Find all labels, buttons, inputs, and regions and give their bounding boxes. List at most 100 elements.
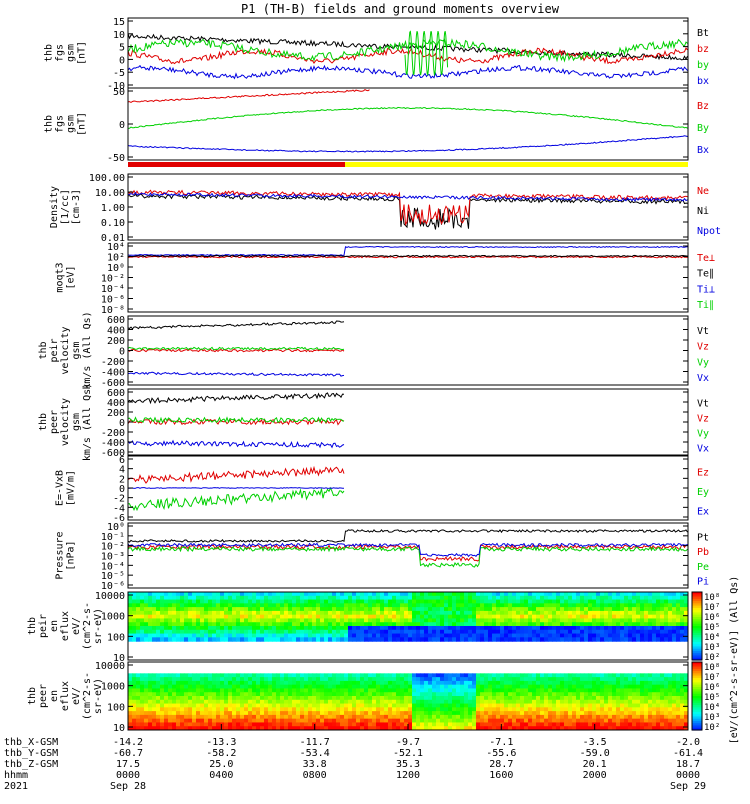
peer-spectrogram-cell — [340, 673, 345, 678]
peir-spectrogram-cell — [504, 629, 509, 635]
peir-spectrogram-cell — [620, 607, 625, 612]
peer-spectrogram-cell — [548, 707, 553, 712]
peir-spectrogram-cell — [616, 614, 621, 620]
peer-spectrogram-cell — [500, 684, 505, 690]
peir-spectrogram-cell — [360, 603, 365, 608]
peer-spectrogram-cell — [340, 703, 345, 708]
peer-spectrogram-cell — [364, 718, 369, 724]
efield-tick-label: -6 — [113, 513, 125, 524]
peir-spectrogram-cell — [228, 637, 233, 642]
peer-spectrogram-cell — [436, 714, 441, 720]
peir-spectrogram-cell — [664, 599, 669, 604]
peir-spectrogram-cell — [328, 592, 333, 597]
peer-spectrogram-cell — [532, 726, 537, 730]
peer-spectrogram-cell — [244, 699, 249, 705]
peer-spectrogram-cell — [504, 703, 509, 708]
peer-spectrogram-cell — [528, 688, 533, 693]
peir-spectrogram-cell — [400, 622, 405, 627]
colorbar-tick-label: 10⁵ — [704, 693, 720, 703]
peir-spectrogram-cell — [276, 599, 281, 604]
peir-spectrogram-cell — [364, 614, 369, 620]
peir-spectrogram-cell — [324, 622, 329, 627]
peer-spectrogram-cell — [172, 711, 177, 716]
peer-spectrogram-cell — [472, 677, 477, 682]
peer-spectrogram-cell — [304, 714, 309, 720]
peir-spectrogram-cell — [496, 592, 501, 597]
peir-spectrogram-cell — [148, 614, 153, 620]
peer-spectrogram-cell — [408, 696, 413, 701]
peir-spectrogram-cell — [652, 637, 657, 642]
peer-spectrogram-cell — [392, 714, 397, 720]
peer-spectrogram-cell — [252, 699, 257, 705]
peer-spectrogram-cell — [136, 692, 141, 697]
peer-spectrogram-cell — [536, 696, 541, 701]
peir-spectrogram-cell — [364, 607, 369, 612]
peer-spectrogram-cell — [420, 688, 425, 693]
peer-spectrogram-cell — [132, 692, 137, 697]
peer-spectrogram-cell — [132, 718, 137, 724]
peir-spectrogram-cell — [388, 622, 393, 627]
peer-spectrogram-cell — [168, 680, 173, 686]
peir-spectrogram-cell — [216, 626, 221, 631]
peir-spectrogram-cell — [188, 637, 193, 642]
peer-spectrogram-cell — [636, 680, 641, 686]
peer-spectrogram-cell — [176, 707, 181, 712]
peer-spectrogram-cell — [524, 703, 529, 708]
peir-spectrogram-cell — [616, 629, 621, 635]
peir-spectrogram-cell — [368, 618, 373, 623]
peir-spectrogram-cell — [408, 633, 413, 638]
peer-spectrogram-cell — [672, 703, 677, 708]
peir-spectrogram-cell — [276, 629, 281, 635]
peer-spectrogram-cell — [548, 703, 553, 708]
peer-spectrogram-cell — [480, 707, 485, 712]
peer-spectrogram-cell — [400, 677, 405, 682]
peer-spectrogram-cell — [444, 677, 449, 682]
peer-spectrogram-cell — [340, 711, 345, 716]
peir-spectrogram-cell — [452, 595, 457, 601]
peer-spectrogram-cell — [364, 699, 369, 705]
peer-spectrogram-cell — [516, 692, 521, 697]
peer-spectrogram-cell — [216, 696, 221, 701]
peer-spectrogram-cell — [236, 711, 241, 716]
peer-spectrogram-cell — [232, 711, 237, 716]
peir-spectrogram-cell — [248, 614, 253, 620]
peir-spectrogram-cell — [136, 610, 141, 616]
peer-spectrogram-cell — [656, 677, 661, 682]
peir-spectrogram-cell — [156, 633, 161, 638]
peir-spectrogram-cell — [500, 618, 505, 623]
peir-spectrogram-cell — [312, 592, 317, 597]
peir-spectrogram-cell — [372, 599, 377, 604]
peer-spectrogram-cell — [552, 722, 557, 727]
peer-spectrogram-cell — [520, 714, 525, 720]
peir-spectrogram-cell — [356, 633, 361, 638]
fgs-smooth-legend-Bz: Bz — [697, 101, 709, 112]
peer-spectrogram-cell — [268, 692, 273, 697]
peir-spectrogram-cell — [668, 607, 673, 612]
peer-spectrogram-cell — [552, 707, 557, 712]
peir-spectrogram-cell — [528, 595, 533, 601]
peir-spectrogram-cell — [328, 633, 333, 638]
peer-spectrogram-cell — [600, 703, 605, 708]
peer-spectrogram-cell — [292, 688, 297, 693]
peir-spectrogram-cell — [252, 622, 257, 627]
colorbar-cell — [692, 671, 702, 674]
peir-spectrogram-cell — [304, 622, 309, 627]
peir-spectrogram-cell — [512, 633, 517, 638]
peir-spectrogram-cell — [392, 614, 397, 620]
peir-spectrogram-cell — [644, 618, 649, 623]
peir-spectrogram-cell — [356, 629, 361, 635]
peir-spectrogram-cell — [416, 633, 421, 638]
peer-spectrogram-cell — [408, 688, 413, 693]
peer-spectrogram-cell — [244, 673, 249, 678]
peir-spectrogram-cell — [556, 595, 561, 601]
peer-velocity-tick-label: -600 — [101, 448, 125, 459]
peir-spectrogram-cell — [516, 614, 521, 620]
peir-spectrogram-cell — [148, 622, 153, 627]
peer-spectrogram-cell — [292, 673, 297, 678]
peer-spectrogram-cell — [632, 707, 637, 712]
peer-spectrogram-cell — [136, 722, 141, 727]
peer-spectrogram-cell — [532, 688, 537, 693]
peir-spectrogram-cell — [540, 614, 545, 620]
peir-spectrogram-cell — [148, 629, 153, 635]
colorbar-cell — [692, 680, 702, 683]
